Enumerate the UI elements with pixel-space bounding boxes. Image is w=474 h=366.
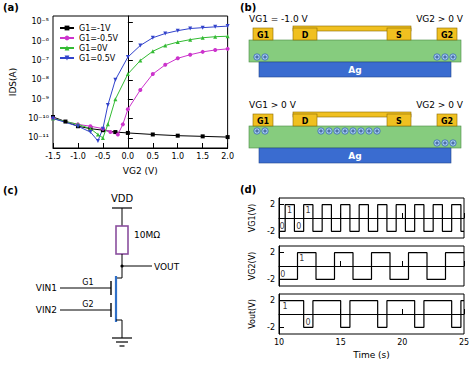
svg-text:Ag: Ag: [348, 65, 361, 75]
svg-text:0.5: 0.5: [146, 152, 159, 161]
svg-text:15: 15: [336, 338, 346, 347]
svg-text:20: 20: [397, 338, 407, 347]
svg-text:S: S: [396, 31, 402, 40]
svg-text:G1: G1: [257, 117, 270, 126]
svg-text:Ag: Ag: [348, 151, 361, 161]
svg-text:VG1(V): VG1(V): [248, 204, 257, 232]
svg-text:1: 1: [305, 206, 310, 215]
svg-text:VIN1: VIN1: [36, 283, 57, 293]
svg-text:(c): (c): [3, 185, 18, 196]
svg-text:G2: G2: [82, 300, 93, 309]
svg-text:10: 10: [274, 338, 284, 347]
svg-text:VG2(V): VG2(V): [248, 252, 257, 280]
svg-text:(d): (d): [240, 184, 256, 195]
svg-text:2: 2: [270, 248, 275, 257]
svg-text:VG2 (V): VG2 (V): [123, 166, 158, 176]
svg-text:-0.5: -0.5: [95, 152, 111, 161]
svg-text:-2: -2: [267, 275, 275, 284]
svg-text:10⁻⁶: 10⁻⁶: [31, 37, 49, 46]
svg-text:0: 0: [280, 222, 285, 231]
svg-text:10⁻⁸: 10⁻⁸: [31, 75, 49, 84]
svg-text:VG1 > 0 V: VG1 > 0 V: [249, 100, 297, 110]
svg-text:VIN2: VIN2: [36, 305, 57, 315]
svg-text:0.0: 0.0: [121, 152, 134, 161]
svg-text:10⁻¹⁰: 10⁻¹⁰: [28, 114, 49, 123]
svg-text:0: 0: [296, 222, 301, 231]
svg-text:VG2 > 0 V: VG2 > 0 V: [416, 14, 464, 24]
svg-text:2: 2: [270, 296, 275, 305]
svg-text:D: D: [302, 31, 309, 40]
svg-text:D: D: [302, 117, 309, 126]
svg-text:-2: -2: [267, 323, 275, 332]
svg-text:0: 0: [305, 318, 310, 327]
svg-text:G1: G1: [257, 31, 270, 40]
svg-text:10⁻⁹: 10⁻⁹: [31, 95, 49, 104]
svg-text:0: 0: [280, 270, 285, 279]
svg-text:1: 1: [287, 206, 292, 215]
svg-text:VG2 > 0 V: VG2 > 0 V: [416, 100, 464, 110]
svg-text:1: 1: [283, 302, 288, 311]
svg-text:IDS(A): IDS(A): [8, 68, 18, 96]
svg-text:2.0: 2.0: [221, 152, 234, 161]
svg-text:G1=-0.5V: G1=-0.5V: [79, 34, 119, 43]
svg-text:Time (s): Time (s): [352, 350, 390, 360]
svg-text:(a): (a): [3, 2, 19, 13]
svg-text:G1=0V: G1=0V: [79, 44, 108, 53]
svg-text:VOUT: VOUT: [154, 262, 180, 272]
svg-text:25: 25: [459, 338, 469, 347]
svg-text:-1.0: -1.0: [70, 152, 86, 161]
svg-text:(b): (b): [240, 2, 256, 13]
svg-text:10MΩ: 10MΩ: [134, 230, 160, 240]
svg-text:10⁻⁵: 10⁻⁵: [31, 17, 49, 26]
svg-text:Vout(V): Vout(V): [248, 299, 257, 329]
svg-text:G1=0.5V: G1=0.5V: [79, 54, 116, 63]
svg-text:10⁻⁷: 10⁻⁷: [31, 56, 49, 65]
svg-text:S: S: [396, 117, 402, 126]
svg-text:-1.5: -1.5: [45, 152, 61, 161]
svg-text:1: 1: [299, 254, 304, 263]
svg-text:G1: G1: [82, 278, 93, 287]
svg-text:VDD: VDD: [111, 193, 134, 204]
svg-text:G1=-1V: G1=-1V: [79, 24, 111, 33]
svg-text:G2: G2: [441, 117, 453, 126]
svg-text:2: 2: [270, 200, 275, 209]
svg-text:10⁻¹¹: 10⁻¹¹: [28, 133, 49, 142]
svg-text:1.5: 1.5: [196, 152, 209, 161]
svg-text:VG1 = -1.0 V: VG1 = -1.0 V: [249, 14, 309, 24]
svg-text:G2: G2: [441, 31, 453, 40]
svg-text:-2: -2: [267, 227, 275, 236]
svg-text:1.0: 1.0: [171, 152, 184, 161]
